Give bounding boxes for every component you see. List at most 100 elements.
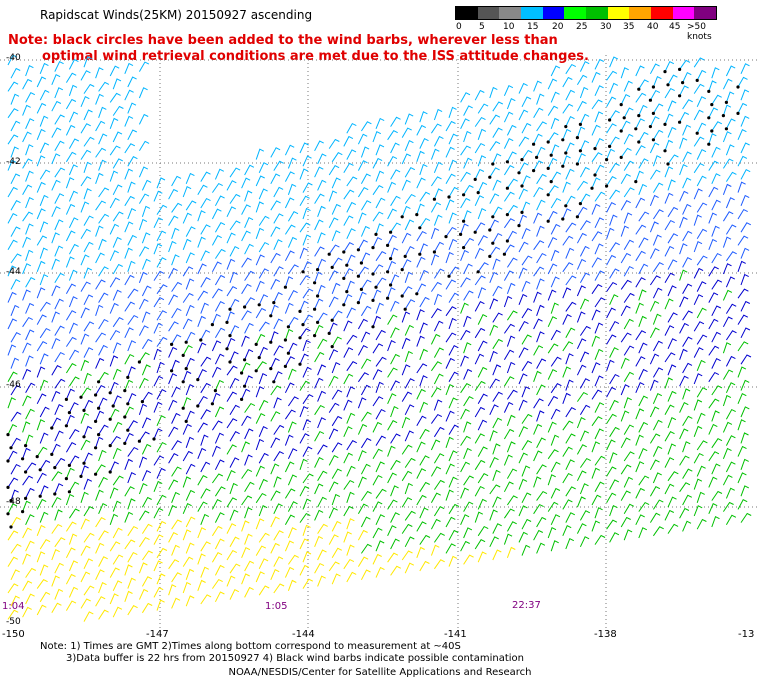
contamination-dot xyxy=(243,385,246,388)
wind-barb xyxy=(186,174,194,184)
wind-barb xyxy=(668,286,676,296)
wind-barb xyxy=(55,538,65,547)
wind-barb xyxy=(52,550,60,560)
wind-barb xyxy=(227,366,237,375)
wind-barb xyxy=(551,489,560,499)
contamination-dot xyxy=(488,228,491,231)
wind-barb xyxy=(40,196,48,206)
wind-barb xyxy=(274,477,282,487)
wind-barb xyxy=(431,493,440,503)
wind-barb xyxy=(475,461,485,470)
wind-barb xyxy=(683,284,692,294)
wind-barb xyxy=(391,355,400,365)
wind-barb xyxy=(113,318,123,327)
wind-barb xyxy=(274,452,284,461)
contamination-dot xyxy=(491,162,494,165)
legend-swatch xyxy=(499,7,521,19)
contamination-dot xyxy=(620,156,623,159)
wind-barb xyxy=(256,149,264,159)
wind-barb xyxy=(534,161,543,171)
wind-barb xyxy=(636,435,644,445)
wind-barb xyxy=(534,346,543,356)
wind-barb xyxy=(37,288,45,298)
wind-barb xyxy=(69,245,78,255)
wind-barb xyxy=(227,576,235,586)
wind-barb xyxy=(271,227,280,237)
wind-barb xyxy=(668,339,677,349)
wind-barb xyxy=(157,285,167,294)
wind-barb xyxy=(548,475,556,485)
wind-barb xyxy=(69,323,77,333)
wind-barb xyxy=(66,443,76,453)
wind-barb xyxy=(639,185,647,195)
wind-barb xyxy=(271,254,281,264)
wind-barb xyxy=(125,380,133,390)
wind-barb xyxy=(81,492,89,502)
wind-barb xyxy=(154,191,162,201)
wind-barb xyxy=(242,363,251,373)
contamination-dot xyxy=(547,220,550,223)
wind-barb xyxy=(650,513,660,522)
wind-barb xyxy=(712,517,720,527)
wind-barb xyxy=(361,464,370,474)
wind-barb xyxy=(475,329,485,338)
wind-barb xyxy=(680,244,688,254)
wind-barb xyxy=(607,283,617,292)
wind-barb xyxy=(624,267,633,277)
wind-barb xyxy=(621,438,630,448)
wind-barb xyxy=(256,335,265,345)
wind-barb xyxy=(329,376,338,386)
wind-barb xyxy=(285,541,293,551)
wind-barb xyxy=(142,180,151,190)
wind-barb xyxy=(621,333,631,342)
wind-barb xyxy=(66,100,76,110)
wind-barb xyxy=(242,178,251,188)
footer-credit: NOAA/NESDIS/Center for Satellite Applica… xyxy=(0,667,760,678)
wind-barb xyxy=(271,174,280,184)
wind-barb xyxy=(592,363,600,373)
wind-barb xyxy=(636,146,646,155)
wind-barb xyxy=(201,410,211,419)
wind-barb xyxy=(376,119,384,129)
wind-barb xyxy=(69,534,77,544)
wind-barb xyxy=(548,186,558,195)
wind-barb xyxy=(315,326,324,336)
wind-barb xyxy=(157,522,166,532)
wind-barb xyxy=(417,416,427,426)
wind-barb xyxy=(11,121,20,131)
wind-barb xyxy=(665,273,675,283)
wind-barb xyxy=(449,319,457,329)
wind-barb xyxy=(621,358,629,368)
wind-barb xyxy=(256,202,264,212)
wind-barb xyxy=(534,188,544,197)
contamination-dot xyxy=(287,325,290,328)
contamination-dot xyxy=(298,363,301,366)
wind-barb xyxy=(504,166,514,175)
wind-barb xyxy=(610,137,620,146)
wind-barb xyxy=(665,89,675,98)
wind-barb xyxy=(563,342,573,351)
wind-barb xyxy=(139,326,148,336)
wind-barb xyxy=(446,359,455,369)
wind-barb xyxy=(607,256,616,266)
wind-barb xyxy=(84,162,92,172)
wind-barb xyxy=(84,322,94,331)
wind-barb xyxy=(665,405,674,415)
wind-barb xyxy=(215,487,225,496)
contamination-dot xyxy=(649,125,652,128)
wind-barb xyxy=(256,519,264,529)
wind-barb xyxy=(215,433,223,443)
wind-barb xyxy=(245,218,253,228)
wind-barb xyxy=(154,429,162,439)
wind-barb xyxy=(40,248,48,258)
wind-barb xyxy=(478,156,486,166)
wind-barb xyxy=(653,77,661,87)
wind-barb xyxy=(475,170,484,180)
wind-barb xyxy=(653,341,662,351)
wind-barb xyxy=(639,212,649,221)
wind-barb xyxy=(274,531,284,540)
wind-barb xyxy=(726,357,735,367)
wind-barb xyxy=(726,172,736,181)
wind-barb xyxy=(99,293,109,302)
wind-barb xyxy=(551,119,559,129)
